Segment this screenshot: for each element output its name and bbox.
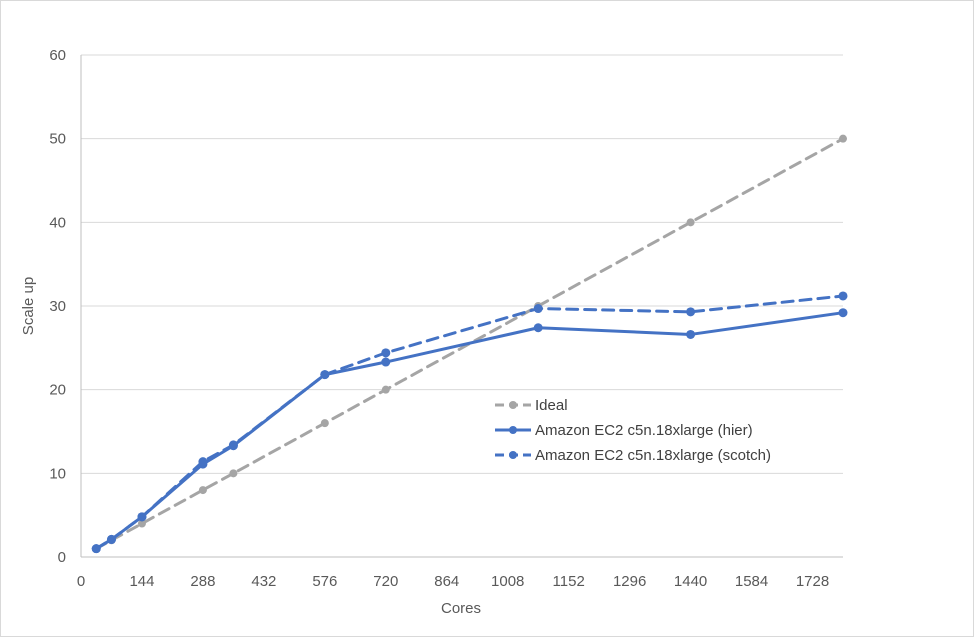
data-point-series-1 <box>838 308 848 318</box>
data-point-series-0 <box>198 486 207 495</box>
y-tick-label: 20 <box>49 382 66 399</box>
x-tick-label: 1152 <box>553 573 585 590</box>
x-tick-label: 1584 <box>735 573 768 590</box>
y-tick-label: 40 <box>49 214 66 231</box>
data-point-series-2 <box>106 534 116 544</box>
y-axis-title: Scale up <box>20 277 37 335</box>
legend-marker-0 <box>509 401 517 409</box>
data-point-series-2 <box>137 512 147 522</box>
x-tick-label: 720 <box>373 573 398 590</box>
data-point-series-0 <box>381 385 390 394</box>
data-point-series-2 <box>198 457 208 467</box>
data-point-series-0 <box>137 519 146 528</box>
data-point-series-1 <box>381 357 391 367</box>
data-point-series-2 <box>381 348 391 358</box>
data-point-series-0 <box>839 134 847 143</box>
series-lines <box>91 134 848 554</box>
data-point-series-0 <box>229 469 238 478</box>
data-point-series-0 <box>686 218 695 227</box>
x-tick-label: 0 <box>77 573 85 590</box>
data-point-series-1 <box>533 323 543 333</box>
data-point-series-2 <box>91 544 101 554</box>
x-tick-label: 288 <box>190 573 215 590</box>
x-axis-title: Cores <box>441 600 481 617</box>
y-tick-label: 60 <box>49 47 66 64</box>
data-point-series-1 <box>686 329 696 339</box>
x-tick-label: 1008 <box>491 573 524 590</box>
x-tick-label: 1440 <box>674 573 707 590</box>
gridlines <box>81 54 843 474</box>
series-line-2 <box>94 294 845 551</box>
data-point-series-0 <box>320 419 329 428</box>
data-point-series-2 <box>686 307 696 317</box>
data-point-series-2 <box>533 304 543 314</box>
axes: 0 10 20 30 40 50 60 0 144 288 432 576 720 864 1008 1152… <box>49 47 843 590</box>
data-point-series-2 <box>838 291 848 301</box>
legend-marker-1 <box>509 426 517 434</box>
y-tick-label: 50 <box>49 131 66 148</box>
x-tick-label: 1728 <box>796 573 829 590</box>
data-point-series-2 <box>228 440 238 450</box>
x-tick-label: 576 <box>312 573 337 590</box>
legend-label-2: Amazon EC2 c5n.18xlarge (scotch) <box>535 447 771 464</box>
y-tick-label: 0 <box>58 549 66 566</box>
legend-label-0: Ideal <box>535 397 568 414</box>
x-tick-label: 864 <box>434 573 459 590</box>
y-tick-label: 30 <box>49 298 66 315</box>
y-tick-label: 10 <box>49 465 66 482</box>
series-line-0 <box>94 137 845 551</box>
legend-label-1: Amazon EC2 c5n.18xlarge (hier) <box>535 422 753 439</box>
x-tick-label: 1296 <box>613 573 646 590</box>
data-point-series-2 <box>320 370 330 380</box>
x-tick-label: 144 <box>129 573 154 590</box>
legend-marker-2 <box>509 451 517 459</box>
x-tick-label: 432 <box>251 573 276 590</box>
legend: Ideal Amazon EC2 c5n.18xlarge (hier) Amazo… <box>495 397 771 464</box>
